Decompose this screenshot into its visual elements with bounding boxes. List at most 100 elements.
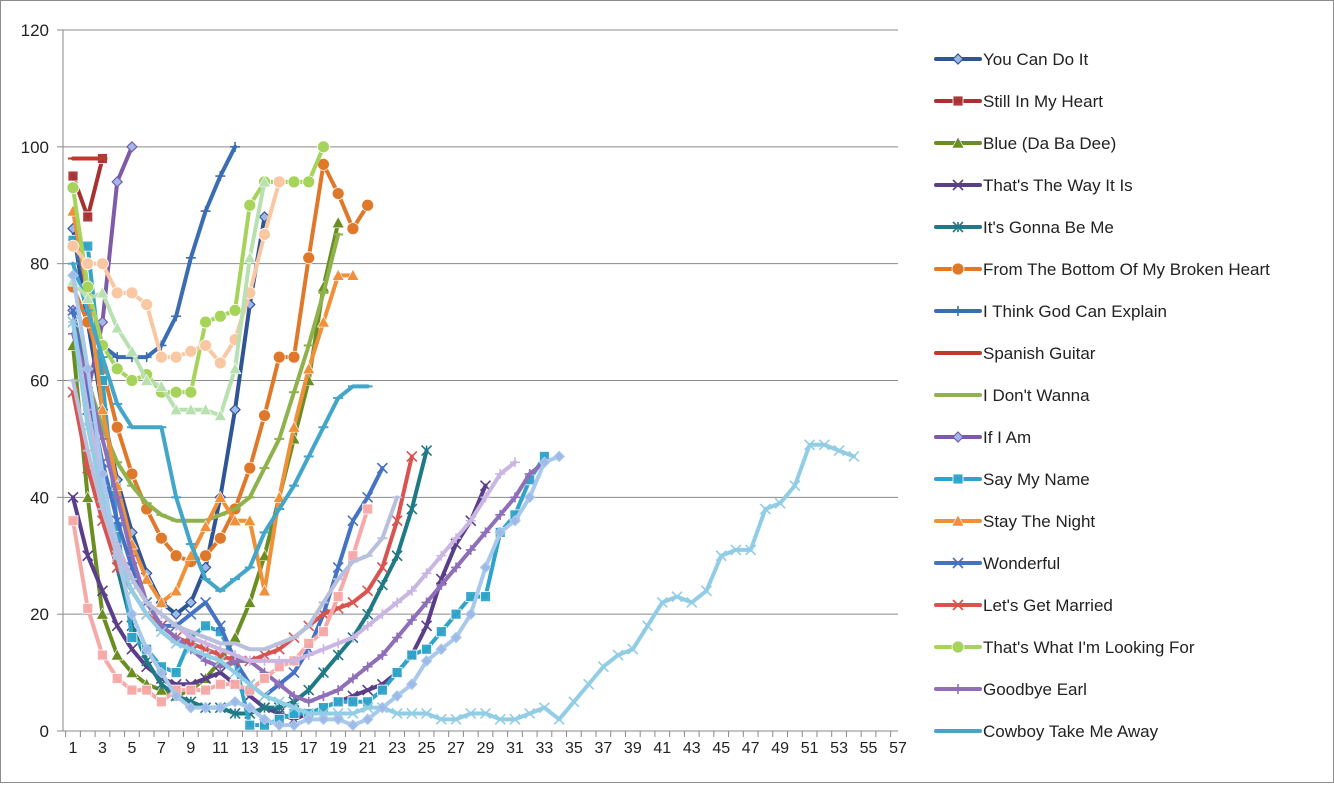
- data-point: [332, 591, 344, 603]
- data-point: [228, 303, 242, 317]
- data-point: [774, 497, 786, 509]
- x-tick-label: 43: [683, 740, 701, 757]
- legend-swatch-marker: [952, 473, 964, 485]
- data-point: [66, 239, 80, 253]
- data-point: [185, 684, 197, 696]
- legend-item: Stay The Night: [934, 512, 1095, 531]
- data-point: [347, 673, 358, 684]
- data-point: [258, 702, 271, 714]
- data-point: [377, 609, 388, 620]
- data-point: [848, 450, 860, 463]
- legend-label: That's What I'm Looking For: [983, 638, 1195, 657]
- data-point: [406, 707, 418, 720]
- data-point: [214, 701, 227, 714]
- data-point: [464, 608, 477, 621]
- data-point: [480, 591, 491, 603]
- x-tick-label: 41: [653, 740, 671, 757]
- data-point: [583, 678, 595, 690]
- legend-item: That's What I'm Looking For: [934, 638, 1195, 657]
- data-point: [480, 492, 491, 503]
- data-point: [243, 595, 257, 608]
- data-point: [126, 643, 138, 655]
- series-20: [66, 175, 272, 421]
- data-point: [553, 450, 566, 463]
- data-point: [154, 683, 168, 696]
- data-point: [627, 643, 639, 655]
- legend-swatch-marker: [951, 262, 965, 276]
- data-point: [230, 141, 241, 152]
- series-6: [66, 157, 375, 568]
- x-tick-label: 1: [69, 740, 78, 757]
- data-point: [184, 344, 198, 358]
- legend-label: If I Am: [983, 428, 1031, 447]
- x-tick-label: 31: [506, 740, 524, 757]
- data-point: [406, 450, 418, 463]
- data-point: [331, 268, 345, 281]
- legend-label: I Think God Can Explain: [983, 302, 1167, 321]
- legend-label: Let's Get Married: [983, 596, 1113, 615]
- data-point: [154, 379, 168, 392]
- gridlines: [62, 29, 898, 732]
- data-point: [376, 701, 389, 714]
- data-point: [170, 637, 182, 649]
- data-point: [451, 562, 462, 573]
- data-point: [362, 696, 374, 708]
- data-point: [243, 701, 256, 714]
- data-point: [96, 468, 109, 480]
- x-tick-label: 13: [241, 740, 259, 757]
- data-point: [495, 509, 506, 520]
- data-point: [509, 457, 520, 468]
- data-point: [184, 385, 198, 399]
- data-point: [95, 403, 109, 416]
- x-tick-label: 35: [565, 740, 583, 757]
- data-point: [111, 620, 123, 632]
- data-point: [317, 713, 330, 726]
- legend-item: Say My Name: [934, 470, 1090, 489]
- x-tick-label: 45: [712, 740, 730, 757]
- data-point: [258, 690, 271, 702]
- data-point: [200, 649, 212, 661]
- data-point: [213, 531, 227, 545]
- data-point: [185, 608, 197, 620]
- legend-item: Goodbye Earl: [934, 680, 1087, 699]
- x-tick-label: 47: [742, 740, 760, 757]
- series-line: [71, 209, 355, 605]
- data-point: [81, 257, 95, 271]
- data-point: [96, 585, 109, 597]
- data-point: [154, 595, 168, 608]
- data-point: [155, 626, 167, 638]
- x-tick-label: 25: [418, 740, 436, 757]
- legend-item: I Don't Wanna: [934, 386, 1090, 405]
- data-point: [287, 175, 301, 189]
- data-point: [509, 713, 521, 725]
- y-tick-label: 80: [30, 255, 49, 274]
- data-point: [435, 713, 447, 725]
- legend-label: Wonderful: [983, 554, 1060, 573]
- data-point: [214, 620, 226, 632]
- x-tick-label: 15: [270, 740, 288, 757]
- data-point: [67, 316, 79, 328]
- data-point: [686, 596, 698, 609]
- data-point: [228, 362, 242, 375]
- data-point: [804, 439, 816, 451]
- data-point: [141, 352, 152, 363]
- data-point: [332, 713, 345, 726]
- data-point: [140, 298, 154, 311]
- legend-item: I Think God Can Explain: [934, 302, 1167, 321]
- data-point: [112, 492, 123, 503]
- data-point: [302, 362, 316, 375]
- legend-swatch-marker: [953, 684, 963, 694]
- data-point: [110, 286, 124, 300]
- data-point: [450, 608, 462, 620]
- data-point: [126, 140, 138, 153]
- data-point: [333, 638, 344, 649]
- data-point: [302, 713, 315, 726]
- legend-swatch-marker: [952, 599, 964, 611]
- legend-item: Blue (Da Ba Dee): [934, 134, 1116, 153]
- x-tick-label: 9: [186, 740, 195, 757]
- data-point: [523, 491, 536, 504]
- data-point: [406, 585, 417, 596]
- data-point: [272, 175, 286, 189]
- data-point: [244, 719, 256, 731]
- data-point: [126, 550, 137, 561]
